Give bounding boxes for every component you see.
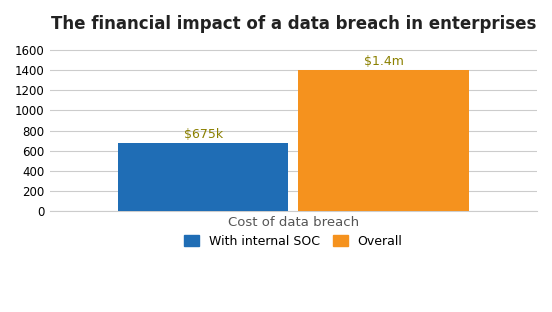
Legend: With internal SOC, Overall: With internal SOC, Overall — [179, 230, 407, 253]
Text: $675k: $675k — [184, 128, 222, 141]
Bar — [118, 143, 289, 211]
Text: $1.4m: $1.4m — [364, 56, 404, 68]
Title: The financial impact of a data breach in enterprises: The financial impact of a data breach in… — [51, 15, 536, 33]
Bar — [298, 70, 469, 211]
